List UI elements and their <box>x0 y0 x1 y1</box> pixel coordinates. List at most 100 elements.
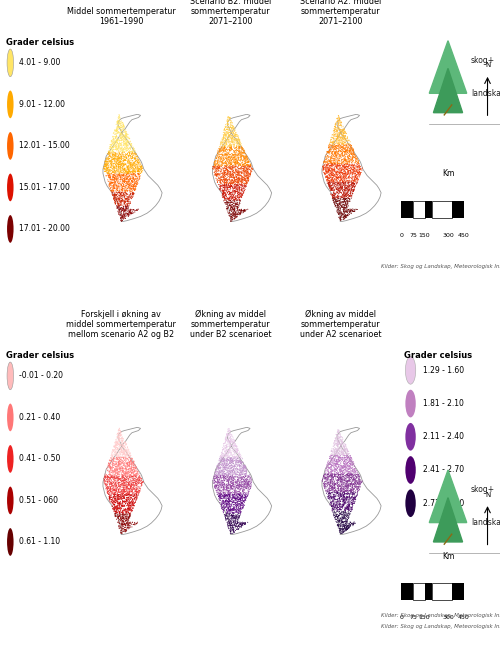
Point <box>321 163 329 174</box>
Point <box>354 162 362 173</box>
Point <box>346 467 354 477</box>
Point <box>116 142 124 153</box>
Point <box>327 152 335 163</box>
Point <box>338 130 346 141</box>
Point <box>216 181 224 192</box>
Point <box>116 157 124 167</box>
Point <box>114 470 122 480</box>
Point <box>341 133 349 144</box>
Point <box>334 437 342 447</box>
Point <box>120 447 128 458</box>
Point <box>219 175 227 185</box>
Point <box>124 515 132 525</box>
Point <box>336 474 344 485</box>
Point <box>114 156 122 166</box>
Point <box>238 151 246 161</box>
Point <box>344 475 352 486</box>
Point <box>226 145 234 156</box>
Point <box>230 124 237 134</box>
Point <box>126 450 134 461</box>
Point <box>122 449 130 459</box>
Point <box>234 167 242 177</box>
Point <box>230 490 238 500</box>
Point <box>226 492 234 503</box>
Point <box>119 509 127 520</box>
Point <box>125 208 133 218</box>
Point <box>238 481 246 492</box>
Point <box>124 189 132 200</box>
Point <box>337 492 345 502</box>
Point <box>342 163 349 173</box>
Point <box>341 461 349 471</box>
Point <box>221 169 229 179</box>
Point <box>125 485 133 496</box>
Point <box>229 178 237 188</box>
Point <box>230 162 238 173</box>
Point <box>108 186 116 197</box>
Point <box>340 194 348 204</box>
Point <box>240 152 248 163</box>
Point <box>107 496 115 507</box>
Point <box>215 146 223 156</box>
Point <box>112 469 120 479</box>
Point <box>335 514 343 525</box>
Point <box>114 161 122 172</box>
Point <box>354 475 362 486</box>
Point <box>336 525 344 536</box>
Point <box>238 184 246 194</box>
Point <box>225 201 233 212</box>
Point <box>330 190 338 200</box>
Point <box>118 133 126 144</box>
Point <box>343 493 351 503</box>
Point <box>107 455 115 466</box>
Point <box>220 124 228 134</box>
Point <box>114 438 122 449</box>
Point <box>328 158 336 168</box>
Point <box>235 134 243 145</box>
Point <box>322 165 330 175</box>
Point <box>342 183 349 193</box>
Point <box>125 523 133 533</box>
Point <box>347 190 355 201</box>
Point <box>120 472 128 482</box>
Point <box>132 480 140 491</box>
Point <box>344 151 352 161</box>
Point <box>346 455 354 466</box>
Point <box>240 156 248 167</box>
Point <box>128 148 136 158</box>
Point <box>132 469 140 479</box>
Point <box>228 480 236 490</box>
Point <box>345 151 353 161</box>
Point <box>223 116 231 127</box>
Point <box>220 128 228 138</box>
Point <box>236 195 244 206</box>
Point <box>212 163 220 174</box>
Point <box>331 443 339 453</box>
Point <box>102 476 110 487</box>
Point <box>120 451 128 462</box>
Point <box>103 472 111 482</box>
Point <box>222 154 230 164</box>
Point <box>338 438 346 448</box>
Point <box>238 144 246 154</box>
Point <box>124 503 132 513</box>
Point <box>221 449 229 460</box>
Point <box>240 165 248 176</box>
Point <box>326 175 334 186</box>
Point <box>222 513 230 524</box>
Point <box>352 154 360 165</box>
Point <box>342 178 349 188</box>
Point <box>334 463 342 474</box>
Point <box>228 211 235 221</box>
Point <box>130 462 138 473</box>
Point <box>114 503 122 513</box>
Point <box>112 509 120 520</box>
Point <box>350 160 358 171</box>
Point <box>339 145 347 156</box>
Point <box>114 142 122 152</box>
Point <box>216 161 224 172</box>
Point <box>236 465 244 476</box>
Point <box>350 484 358 494</box>
Point <box>116 188 124 199</box>
Point <box>230 152 237 163</box>
